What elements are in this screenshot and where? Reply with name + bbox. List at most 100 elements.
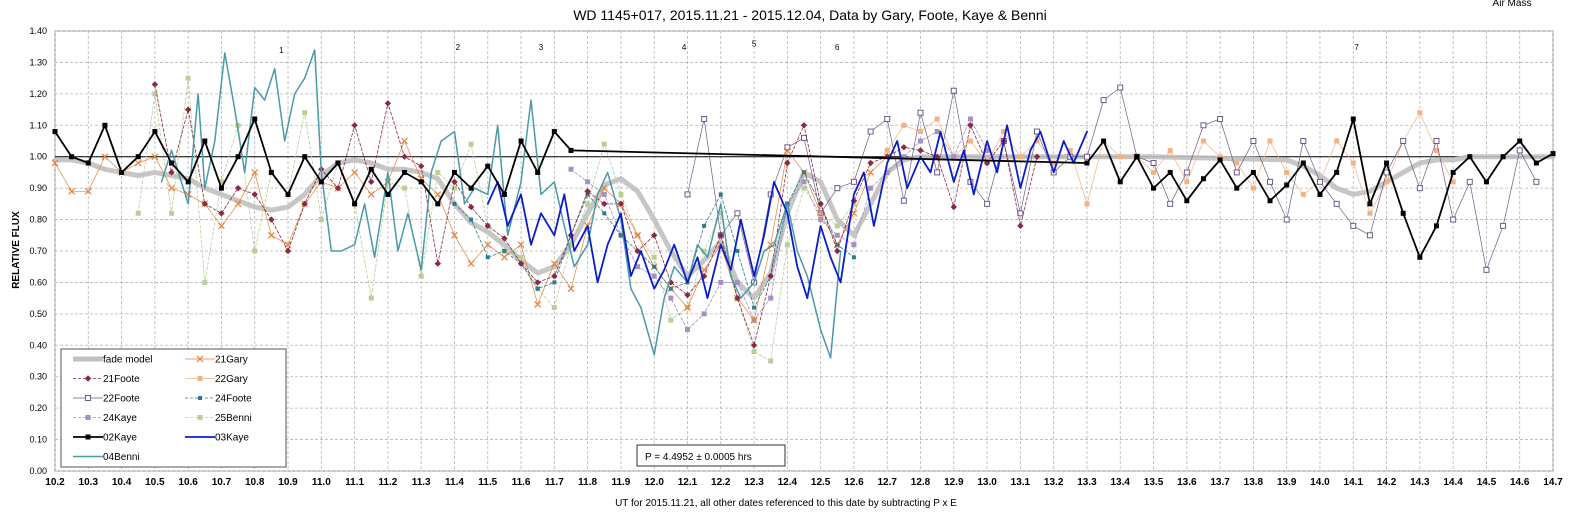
data-point-22gary: [1167, 147, 1173, 153]
data-point-22foote: [801, 134, 807, 141]
data-point-21foote: [834, 247, 841, 255]
data-point-25benni: [718, 210, 724, 216]
data-point-21gary: [68, 187, 76, 195]
data-point-22gary: [901, 122, 907, 128]
data-point-02kaye: [435, 201, 441, 207]
data-point-22foote: [1450, 216, 1457, 223]
data-point-22foote: [1183, 169, 1190, 176]
data-point-25benni: [185, 75, 191, 81]
data-point-25benni: [152, 91, 158, 97]
x-tick-label: 12.9: [944, 477, 964, 488]
data-point-02kaye: [169, 160, 175, 166]
data-point-21foote: [201, 200, 208, 208]
data-point-24kaye: [934, 129, 940, 135]
data-point-21foote: [268, 216, 275, 223]
data-point-02kaye: [85, 160, 91, 166]
legend-entry-24foote: 24Foote: [185, 394, 252, 405]
data-point-21foote: [251, 191, 258, 198]
data-point-22gary: [1450, 179, 1456, 185]
legend-marker: [197, 415, 203, 420]
data-point-02kaye: [135, 154, 141, 160]
data-point-24kaye: [651, 273, 657, 279]
data-point-22foote: [1316, 178, 1323, 185]
data-point-25benni: [235, 122, 241, 128]
data-point-21foote: [767, 272, 774, 280]
data-point-25benni: [135, 210, 141, 216]
data-point-22gary: [884, 147, 890, 153]
data-point-25benni: [435, 169, 441, 175]
data-point-02kaye: [302, 154, 308, 160]
data-point-22gary: [1300, 191, 1306, 197]
data-point-24kaye: [868, 185, 874, 191]
series-layer: [51, 49, 1556, 364]
data-point-21foote: [218, 210, 225, 217]
plot-area: 1 2 3 4 5 6 7: [51, 30, 1556, 472]
data-point-02kaye: [1200, 176, 1206, 182]
period-annotation: P = 4.4952 ± 0.0005 hrs: [636, 444, 786, 467]
data-point-25benni: [651, 254, 657, 260]
data-point-25benni: [784, 242, 790, 248]
data-point-21foote: [184, 106, 192, 113]
data-point-02kaye: [1384, 160, 1390, 166]
data-point-21foote: [467, 203, 475, 211]
data-point-22foote: [1233, 169, 1240, 176]
corner-label: Air Mass: [1493, 0, 1532, 9]
x-tick-label: 11.9: [611, 477, 630, 488]
legend-entry-22gary: 22Gary: [185, 374, 248, 385]
data-point-02kaye: [1101, 138, 1107, 144]
data-point-21gary: [168, 184, 175, 192]
data-point-21gary: [218, 222, 225, 230]
data-point-21foote: [401, 153, 408, 160]
legend-label: 22Foote: [103, 394, 140, 405]
data-point-25benni: [402, 185, 408, 191]
data-point-02kaye: [1284, 182, 1290, 188]
data-point-24foote: [835, 242, 840, 247]
data-point-24foote: [485, 255, 490, 260]
data-point-02kaye: [1467, 154, 1473, 160]
data-point-22gary: [967, 138, 973, 144]
data-point-22foote: [1250, 138, 1257, 144]
x-tick-label: 12.1: [678, 477, 698, 488]
x-tick-label: 12.2: [711, 477, 731, 488]
data-point-22gary: [1034, 138, 1040, 144]
data-point-22foote: [1167, 200, 1174, 207]
legend-marker: [197, 376, 203, 381]
legend-entry-02kaye: 02Kaye: [73, 433, 137, 444]
legend-entry-21foote: 21Foote: [73, 374, 140, 385]
series-line-24kaye: [570, 118, 988, 330]
data-point-02kaye: [468, 185, 474, 191]
data-point-02kaye: [268, 169, 274, 175]
data-point-22gary: [1350, 160, 1356, 166]
data-point-22foote: [1117, 84, 1124, 91]
x-tick-label: 10.2: [45, 477, 65, 488]
dip-label: 5: [752, 40, 757, 49]
data-point-21foote: [734, 294, 741, 302]
x-tick-label: 11.6: [512, 477, 531, 488]
dip-label: 4: [682, 43, 687, 52]
data-point-21gary: [750, 316, 758, 324]
data-point-02kaye: [1450, 169, 1456, 175]
data-point-21foote: [784, 159, 791, 167]
x-tick-label: 13.1: [1011, 477, 1031, 488]
x-tick-label: 13.7: [1210, 477, 1230, 488]
data-point-02kaye: [69, 154, 75, 160]
data-point-24kaye: [768, 295, 774, 301]
x-tick-label: 10.8: [245, 477, 265, 488]
data-point-22foote: [1333, 200, 1340, 207]
data-point-21gary: [517, 241, 525, 249]
data-point-21foote: [917, 147, 924, 154]
data-point-25benni: [768, 358, 774, 364]
data-point-24foote: [735, 249, 740, 253]
data-point-22gary: [1384, 179, 1390, 185]
x-tick-label: 13.4: [1111, 477, 1131, 488]
legend-marker: [85, 434, 91, 440]
data-point-02kaye: [1483, 179, 1489, 185]
data-point-02kaye: [119, 169, 125, 175]
data-point-21gary: [634, 231, 641, 239]
x-tick-label: 11.0: [312, 477, 331, 488]
data-point-21foote: [151, 81, 159, 88]
y-tick-label: 0.80: [29, 215, 47, 225]
data-point-21foote: [800, 122, 808, 129]
data-point-25benni: [618, 191, 624, 197]
data-point-21gary: [484, 241, 492, 249]
